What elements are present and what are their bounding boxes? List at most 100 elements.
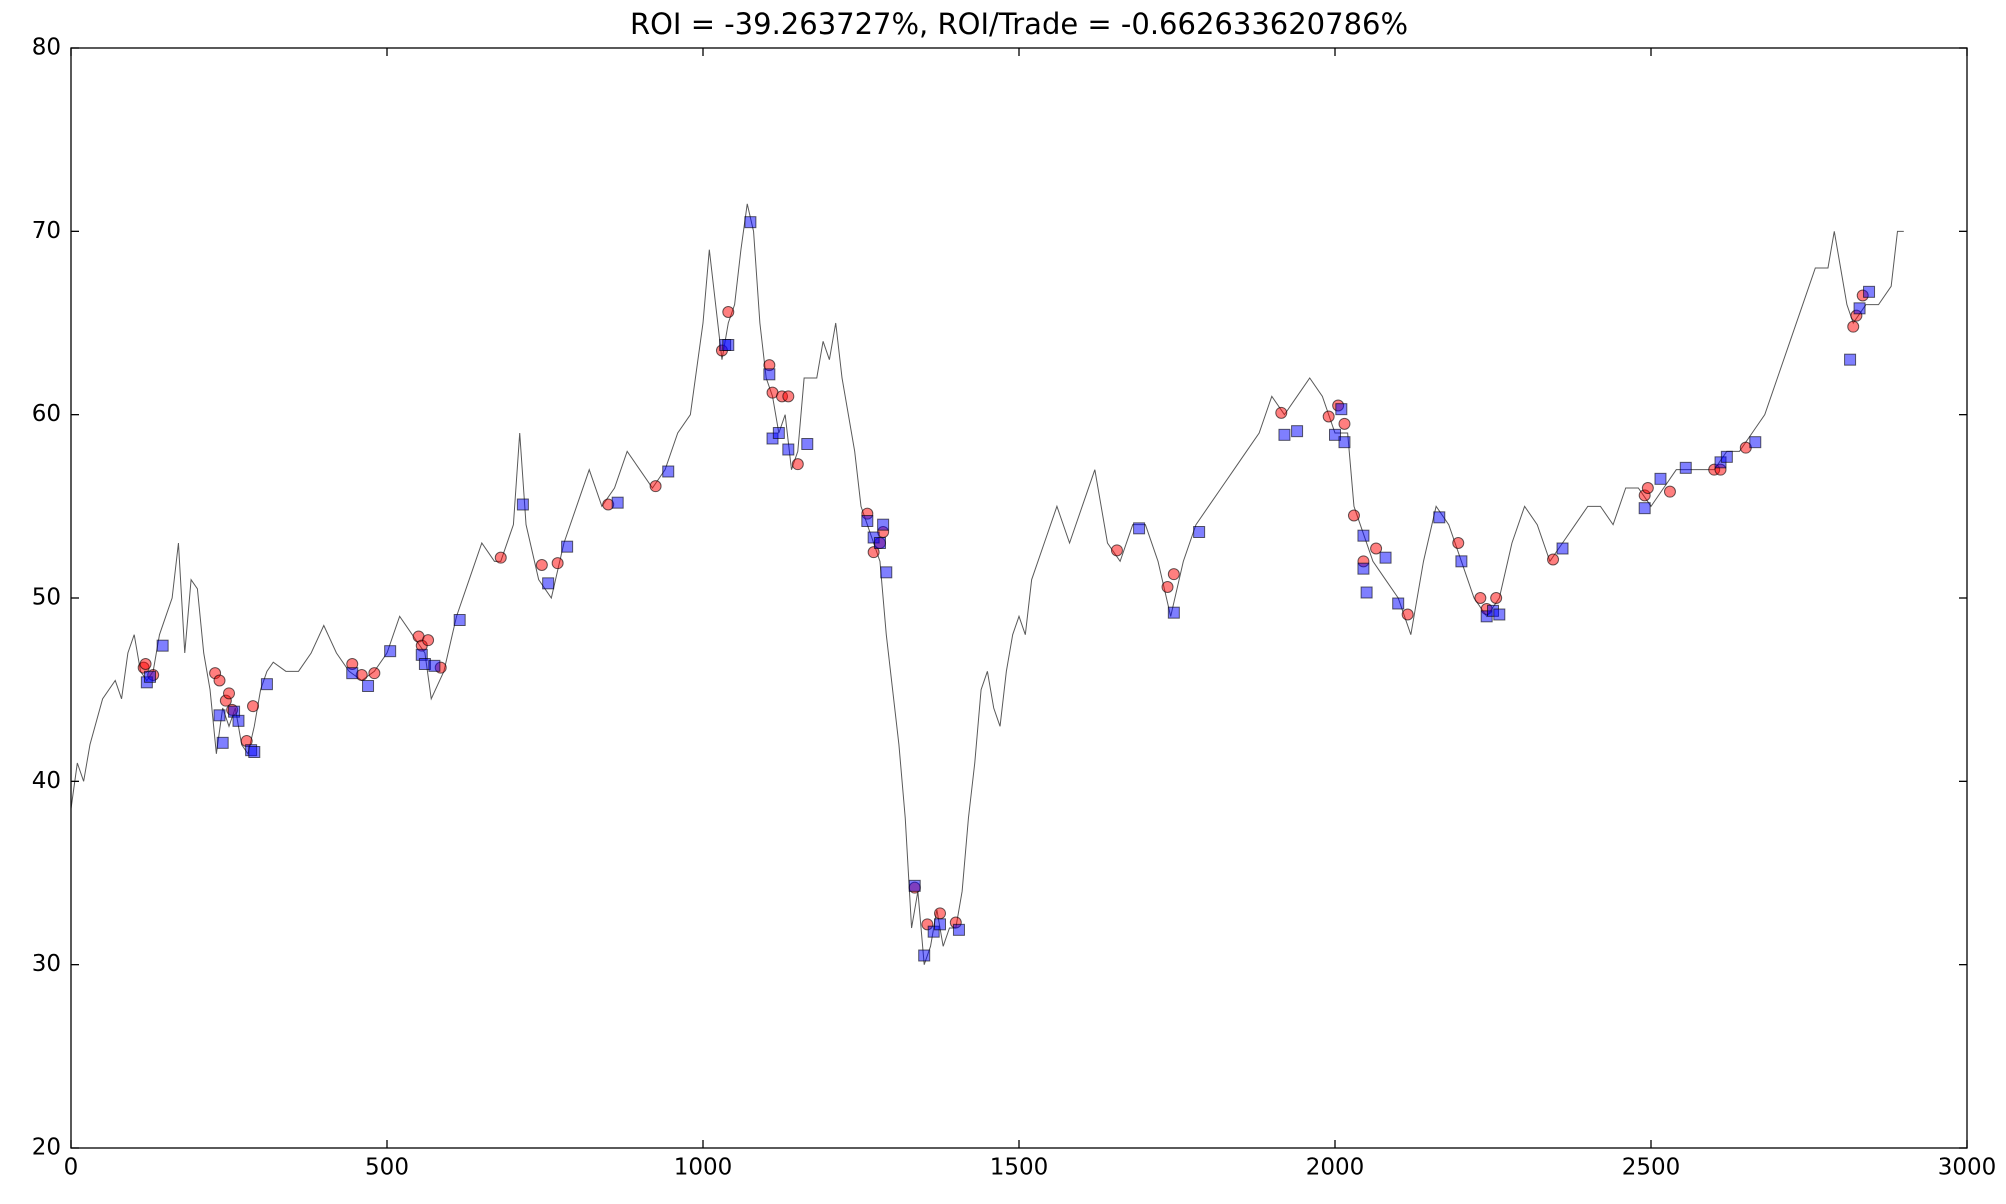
plot-area xyxy=(71,203,1904,965)
square-marker xyxy=(1844,353,1857,366)
square-marker xyxy=(801,438,814,450)
circle-marker xyxy=(494,551,507,564)
circle-marker xyxy=(1452,537,1465,549)
square-marker xyxy=(1654,472,1667,485)
square-marker xyxy=(362,680,375,692)
y-tick-label: 60 xyxy=(32,401,61,427)
square-marker xyxy=(1556,542,1569,555)
circle-marker xyxy=(1110,544,1123,557)
square-marker xyxy=(1493,608,1506,621)
circle-marker xyxy=(1663,485,1676,498)
square-marker xyxy=(144,670,156,683)
y-tick-label: 70 xyxy=(32,218,61,244)
square-marker xyxy=(213,709,226,722)
square-marker xyxy=(952,923,965,936)
circle-marker xyxy=(422,634,435,647)
square-marker xyxy=(1329,428,1341,441)
square-marker xyxy=(1679,461,1692,474)
square-marker xyxy=(880,566,893,579)
square-marker xyxy=(248,746,261,758)
circle-marker xyxy=(535,559,548,571)
circle-marker xyxy=(722,306,735,318)
circle-marker xyxy=(1401,608,1414,621)
y-tick-label: 80 xyxy=(32,35,61,61)
circle-marker xyxy=(247,700,260,713)
square-marker xyxy=(1720,450,1733,463)
circle-marker xyxy=(934,907,946,920)
square-marker xyxy=(1338,436,1351,449)
chart-title: ROI = -39.263727%, ROI/Trade = -0.662633… xyxy=(630,7,1408,41)
square-marker xyxy=(744,216,757,229)
square-marker xyxy=(1278,428,1291,441)
square-marker xyxy=(611,496,624,509)
square-marker xyxy=(232,714,245,727)
circle-marker xyxy=(1370,542,1383,555)
square-marker xyxy=(1133,522,1146,535)
circle-marker xyxy=(1161,581,1174,593)
square-marker xyxy=(156,639,169,652)
x-tick-label: 1500 xyxy=(990,1155,1049,1181)
square-marker xyxy=(662,465,675,478)
square-marker xyxy=(1357,529,1370,542)
y-tick-label: 30 xyxy=(32,951,61,977)
square-marker xyxy=(1335,403,1348,416)
y-tick-label: 20 xyxy=(32,1135,61,1161)
square-marker xyxy=(1853,302,1866,315)
square-marker xyxy=(1379,551,1392,564)
circle-marker xyxy=(139,658,152,670)
square-marker xyxy=(1863,285,1876,298)
circle-marker xyxy=(1474,592,1487,604)
square-marker xyxy=(918,949,931,962)
square-marker xyxy=(453,614,466,626)
x-tick-label: 500 xyxy=(365,1155,409,1181)
x-tick-label: 1000 xyxy=(674,1155,733,1181)
square-marker xyxy=(260,678,273,691)
circle-marker xyxy=(1847,320,1860,333)
square-marker xyxy=(934,918,946,931)
square-marker xyxy=(384,645,397,658)
price-line xyxy=(71,203,1904,965)
square-marker xyxy=(346,667,359,680)
square-marker xyxy=(561,540,574,553)
square-marker xyxy=(1433,511,1446,524)
x-tick-label: 3000 xyxy=(1938,1155,1997,1181)
circle-marker xyxy=(1338,417,1351,430)
circle-marker xyxy=(1322,410,1335,423)
plot-frame xyxy=(70,47,1968,1149)
square-marker xyxy=(722,339,735,351)
square-marker xyxy=(216,736,229,749)
circle-marker xyxy=(1167,568,1180,581)
square-marker xyxy=(1193,526,1206,538)
circle-marker xyxy=(551,557,564,570)
square-marker xyxy=(1392,597,1405,610)
circle-marker xyxy=(649,480,662,493)
circle-marker xyxy=(1547,553,1560,566)
circle-marker xyxy=(223,687,235,700)
square-marker xyxy=(1360,586,1373,599)
square-marker xyxy=(1167,606,1180,619)
x-tick-label: 0 xyxy=(64,1155,79,1181)
square-marker xyxy=(772,427,785,439)
square-marker xyxy=(908,879,921,892)
circle-marker xyxy=(782,390,795,403)
square-marker xyxy=(861,515,874,527)
square-marker xyxy=(1638,502,1651,515)
square-marker xyxy=(782,443,795,456)
square-marker xyxy=(1357,562,1370,575)
circle-marker xyxy=(213,674,226,687)
x-tick-label: 2000 xyxy=(1306,1155,1365,1181)
circle-marker xyxy=(1275,406,1288,419)
square-marker xyxy=(428,659,441,672)
square-marker xyxy=(1291,425,1304,438)
circle-marker xyxy=(368,667,381,680)
y-tick-label: 50 xyxy=(32,585,61,611)
square-marker xyxy=(927,925,940,938)
circle-marker xyxy=(1490,592,1503,604)
square-marker xyxy=(1749,436,1762,449)
circle-marker xyxy=(791,458,804,471)
circle-marker xyxy=(867,546,880,559)
y-tick-label: 40 xyxy=(32,768,61,794)
square-marker xyxy=(1455,555,1468,568)
